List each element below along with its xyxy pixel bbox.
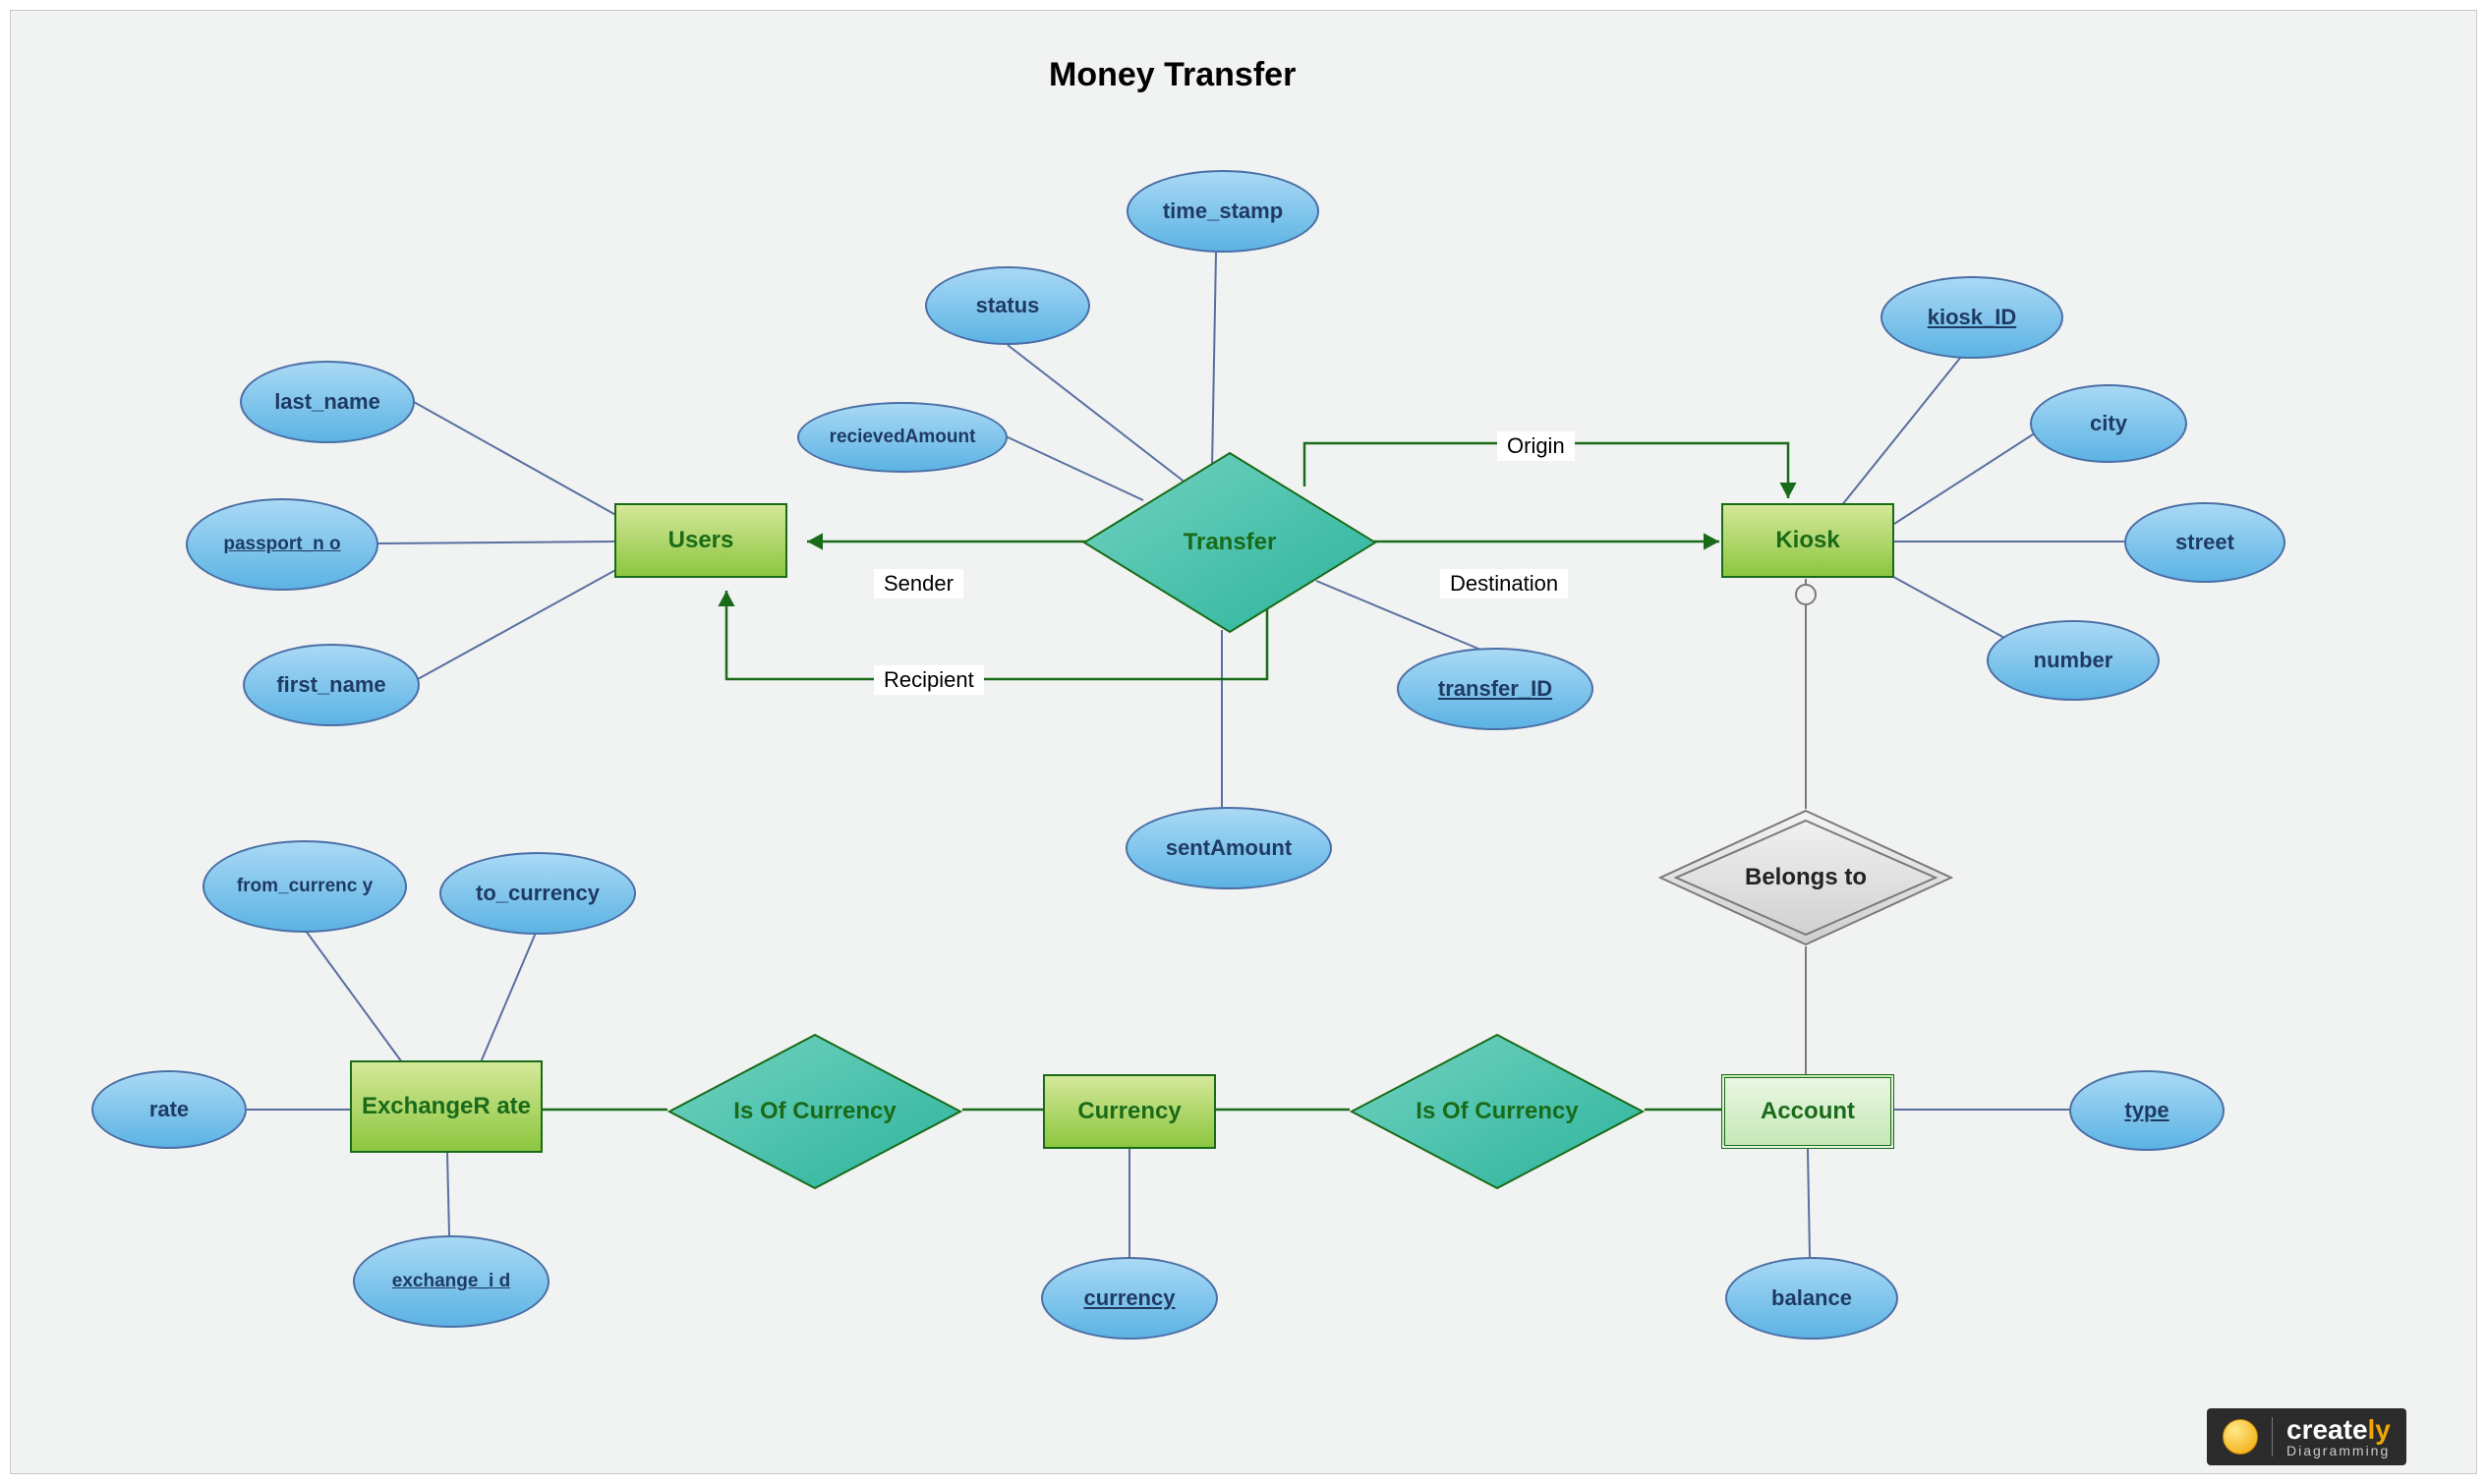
brand-text-2: ly (2368, 1414, 2391, 1445)
attribute-to_currency: to_currency (439, 852, 636, 935)
attribute-passport_no: passport_n o (186, 498, 378, 591)
attribute-type: type (2069, 1070, 2225, 1151)
attribute-from_currency: from_currenc y (202, 840, 407, 933)
edge-label: Sender (874, 569, 963, 599)
relationship-isofcurr2: Is Of Currency (1350, 1033, 1645, 1190)
attribute-recievedAmount: recievedAmount (797, 402, 1008, 473)
entity-currency: Currency (1043, 1074, 1216, 1149)
relationship-isofcurr1: Is Of Currency (667, 1033, 962, 1190)
weak-relationship-belongsto: Belongs to (1658, 809, 1953, 946)
attribute-rate: rate (91, 1070, 247, 1149)
brand-text-1: create (2286, 1414, 2368, 1445)
edge-label: Origin (1497, 431, 1575, 461)
attribute-street: street (2124, 502, 2285, 583)
attribute-sentAmount: sentAmount (1126, 807, 1332, 889)
separator (2272, 1417, 2273, 1456)
brand-subtext: Diagramming (2286, 1444, 2391, 1457)
attribute-status: status (925, 266, 1090, 345)
attribute-time_stamp: time_stamp (1127, 170, 1319, 253)
diagram-title: Money Transfer (1049, 56, 1296, 94)
attribute-balance: balance (1725, 1257, 1898, 1340)
weak-entity-account: Account (1721, 1074, 1894, 1149)
diagram-canvas: Money Transfer Users Kiosk ExchangeR ate Cu… (10, 10, 2477, 1474)
attribute-first_name: first_name (243, 644, 420, 726)
bulb-icon (2223, 1419, 2258, 1455)
edge-label: Destination (1440, 569, 1568, 599)
attribute-last_name: last_name (240, 361, 415, 443)
creately-badge: creately Diagramming (2207, 1408, 2406, 1465)
attribute-transfer_ID: transfer_ID (1397, 648, 1593, 730)
relationship-transfer: Transfer (1082, 451, 1377, 634)
entity-users: Users (614, 503, 787, 578)
edge-label: Recipient (874, 665, 984, 695)
attribute-currency_attr: currency (1041, 1257, 1218, 1340)
attribute-exchange_id: exchange_i d (353, 1235, 549, 1328)
entity-kiosk: Kiosk (1721, 503, 1894, 578)
attribute-kiosk_ID: kiosk_ID (1880, 276, 2063, 359)
attribute-city: city (2030, 384, 2187, 463)
entity-exchangerate: ExchangeR ate (350, 1060, 543, 1153)
attribute-number: number (1987, 620, 2160, 701)
